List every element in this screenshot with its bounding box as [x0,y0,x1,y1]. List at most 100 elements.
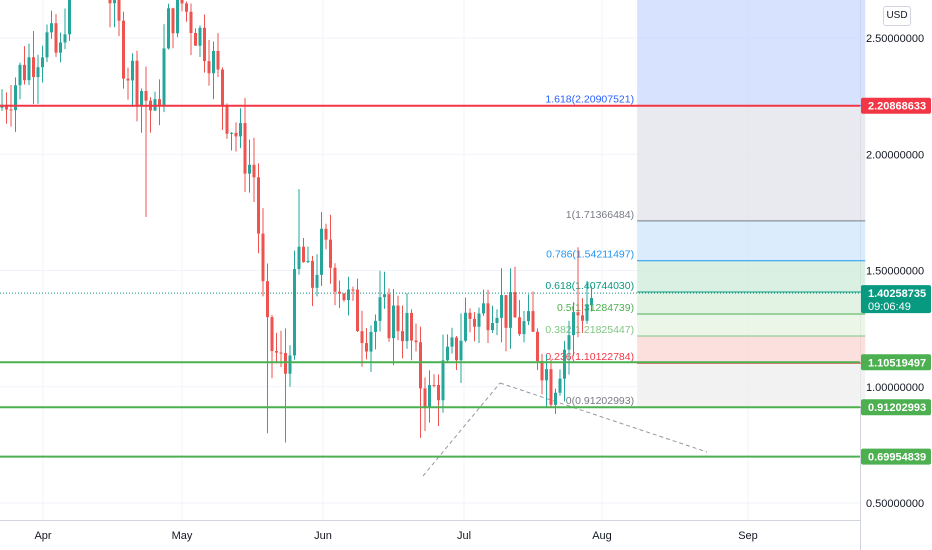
candle-body [68,0,71,35]
candle-body [369,331,373,352]
y-tick-label: 2.50000000 [866,33,924,45]
price-tag-3 [861,448,931,465]
candle-body [126,78,130,81]
time-axis[interactable]: Apr May Jun Jul Aug Sep [34,530,757,542]
candle-body [329,239,332,268]
fib-zone-7 [637,314,866,337]
fib-extension-tool[interactable]: 4.236(4.30775540)3.618(3.81234503)2.618(… [422,0,866,477]
fib-zone-4 [637,220,866,261]
candle-body [18,64,22,86]
fib-zone-9 [637,363,866,408]
candle-body [428,384,431,408]
candle-body [198,27,202,46]
x-tick-label-jun: Jun [314,530,332,542]
candle-body [518,317,521,335]
candle-body [257,177,260,234]
candle-body [477,313,481,327]
candle-body [585,305,589,321]
currency-button[interactable]: USD [883,6,911,26]
candle-body [419,342,422,389]
candle-body [513,292,517,318]
candle-body [446,346,449,361]
candle-body [14,85,17,111]
candle-body [63,34,67,43]
candle-body [459,340,463,361]
candle-body [432,384,436,386]
candle-body [509,292,512,328]
candlestick-series [0,0,593,443]
candle-body [473,318,476,327]
candle-body [171,8,175,34]
candle-body [59,42,62,53]
candle-body [572,312,575,336]
candle-body [333,267,337,292]
fib-level-label-9: 0.236(1.10122784) [545,351,634,363]
price-tag-label-1: 1.10519497 [868,357,926,369]
candle-body [243,123,247,174]
candle-body [482,303,485,314]
candle-body [464,312,467,341]
candle-body [558,378,562,393]
x-tick-label-apr: Apr [34,530,51,542]
candle-body [414,340,418,343]
x-tick-label-aug: Aug [592,530,612,542]
fib-zone-8 [637,336,866,364]
candle-body [468,312,472,319]
candle-body [504,295,508,328]
candle-body [36,67,40,78]
y-tick-label: 1.50000000 [866,266,924,278]
price-tag-0 [861,97,931,114]
candle-body [500,295,503,318]
price-tag-2 [861,399,931,416]
candle-body [270,317,274,352]
candle-body [437,384,440,401]
candle-body [288,355,292,374]
candle-body [27,57,31,81]
candle-body [540,361,544,381]
candle-body [189,11,193,34]
fib-zone-3 [637,105,866,221]
candle-body [23,64,26,81]
candle-body [140,90,143,106]
trend-line-up [422,382,501,477]
candle-body [297,246,301,270]
candle-body [360,331,364,344]
candle-body [5,104,8,110]
candle-body [315,274,319,288]
candle-body [284,353,287,374]
price-axis[interactable]: 0.50000000 1.00000000 1.50000000 2.00000000… [861,0,931,510]
candle-body [131,60,134,81]
countdown-label: 09:06:49 [868,301,911,313]
candle-body [347,289,350,301]
price-tag-1 [861,354,931,371]
candle-body [527,311,530,322]
candle-body [576,312,580,316]
candle-body [423,388,427,408]
fib-level-label-4: 1(1.71366484) [566,209,634,221]
candle-body [203,27,206,62]
fib-zone-6 [637,292,866,315]
price-tag-label-last: 1.40258735 [868,288,926,300]
candle-body [158,99,161,106]
candle-body [441,360,445,401]
candle-body [356,289,359,332]
candle-body [549,369,553,405]
y-tick-label: 0.50000000 [866,498,924,510]
candle-body [275,351,278,353]
candle-body [108,0,112,4]
horizontal-lines[interactable] [0,104,860,458]
trend-line-down [499,382,708,453]
candle-body [522,321,526,335]
candle-body [545,369,548,381]
x-tick-label-jul: Jul [457,530,471,542]
candle-body [486,303,490,331]
candle-body [306,260,310,263]
x-tick-label-may: May [172,530,193,542]
candle-body [383,294,386,298]
candle-body [185,3,188,12]
candle-body [563,349,566,379]
candle-body [176,0,179,34]
fib-zone-2 [637,0,866,106]
candle-body [279,352,283,354]
